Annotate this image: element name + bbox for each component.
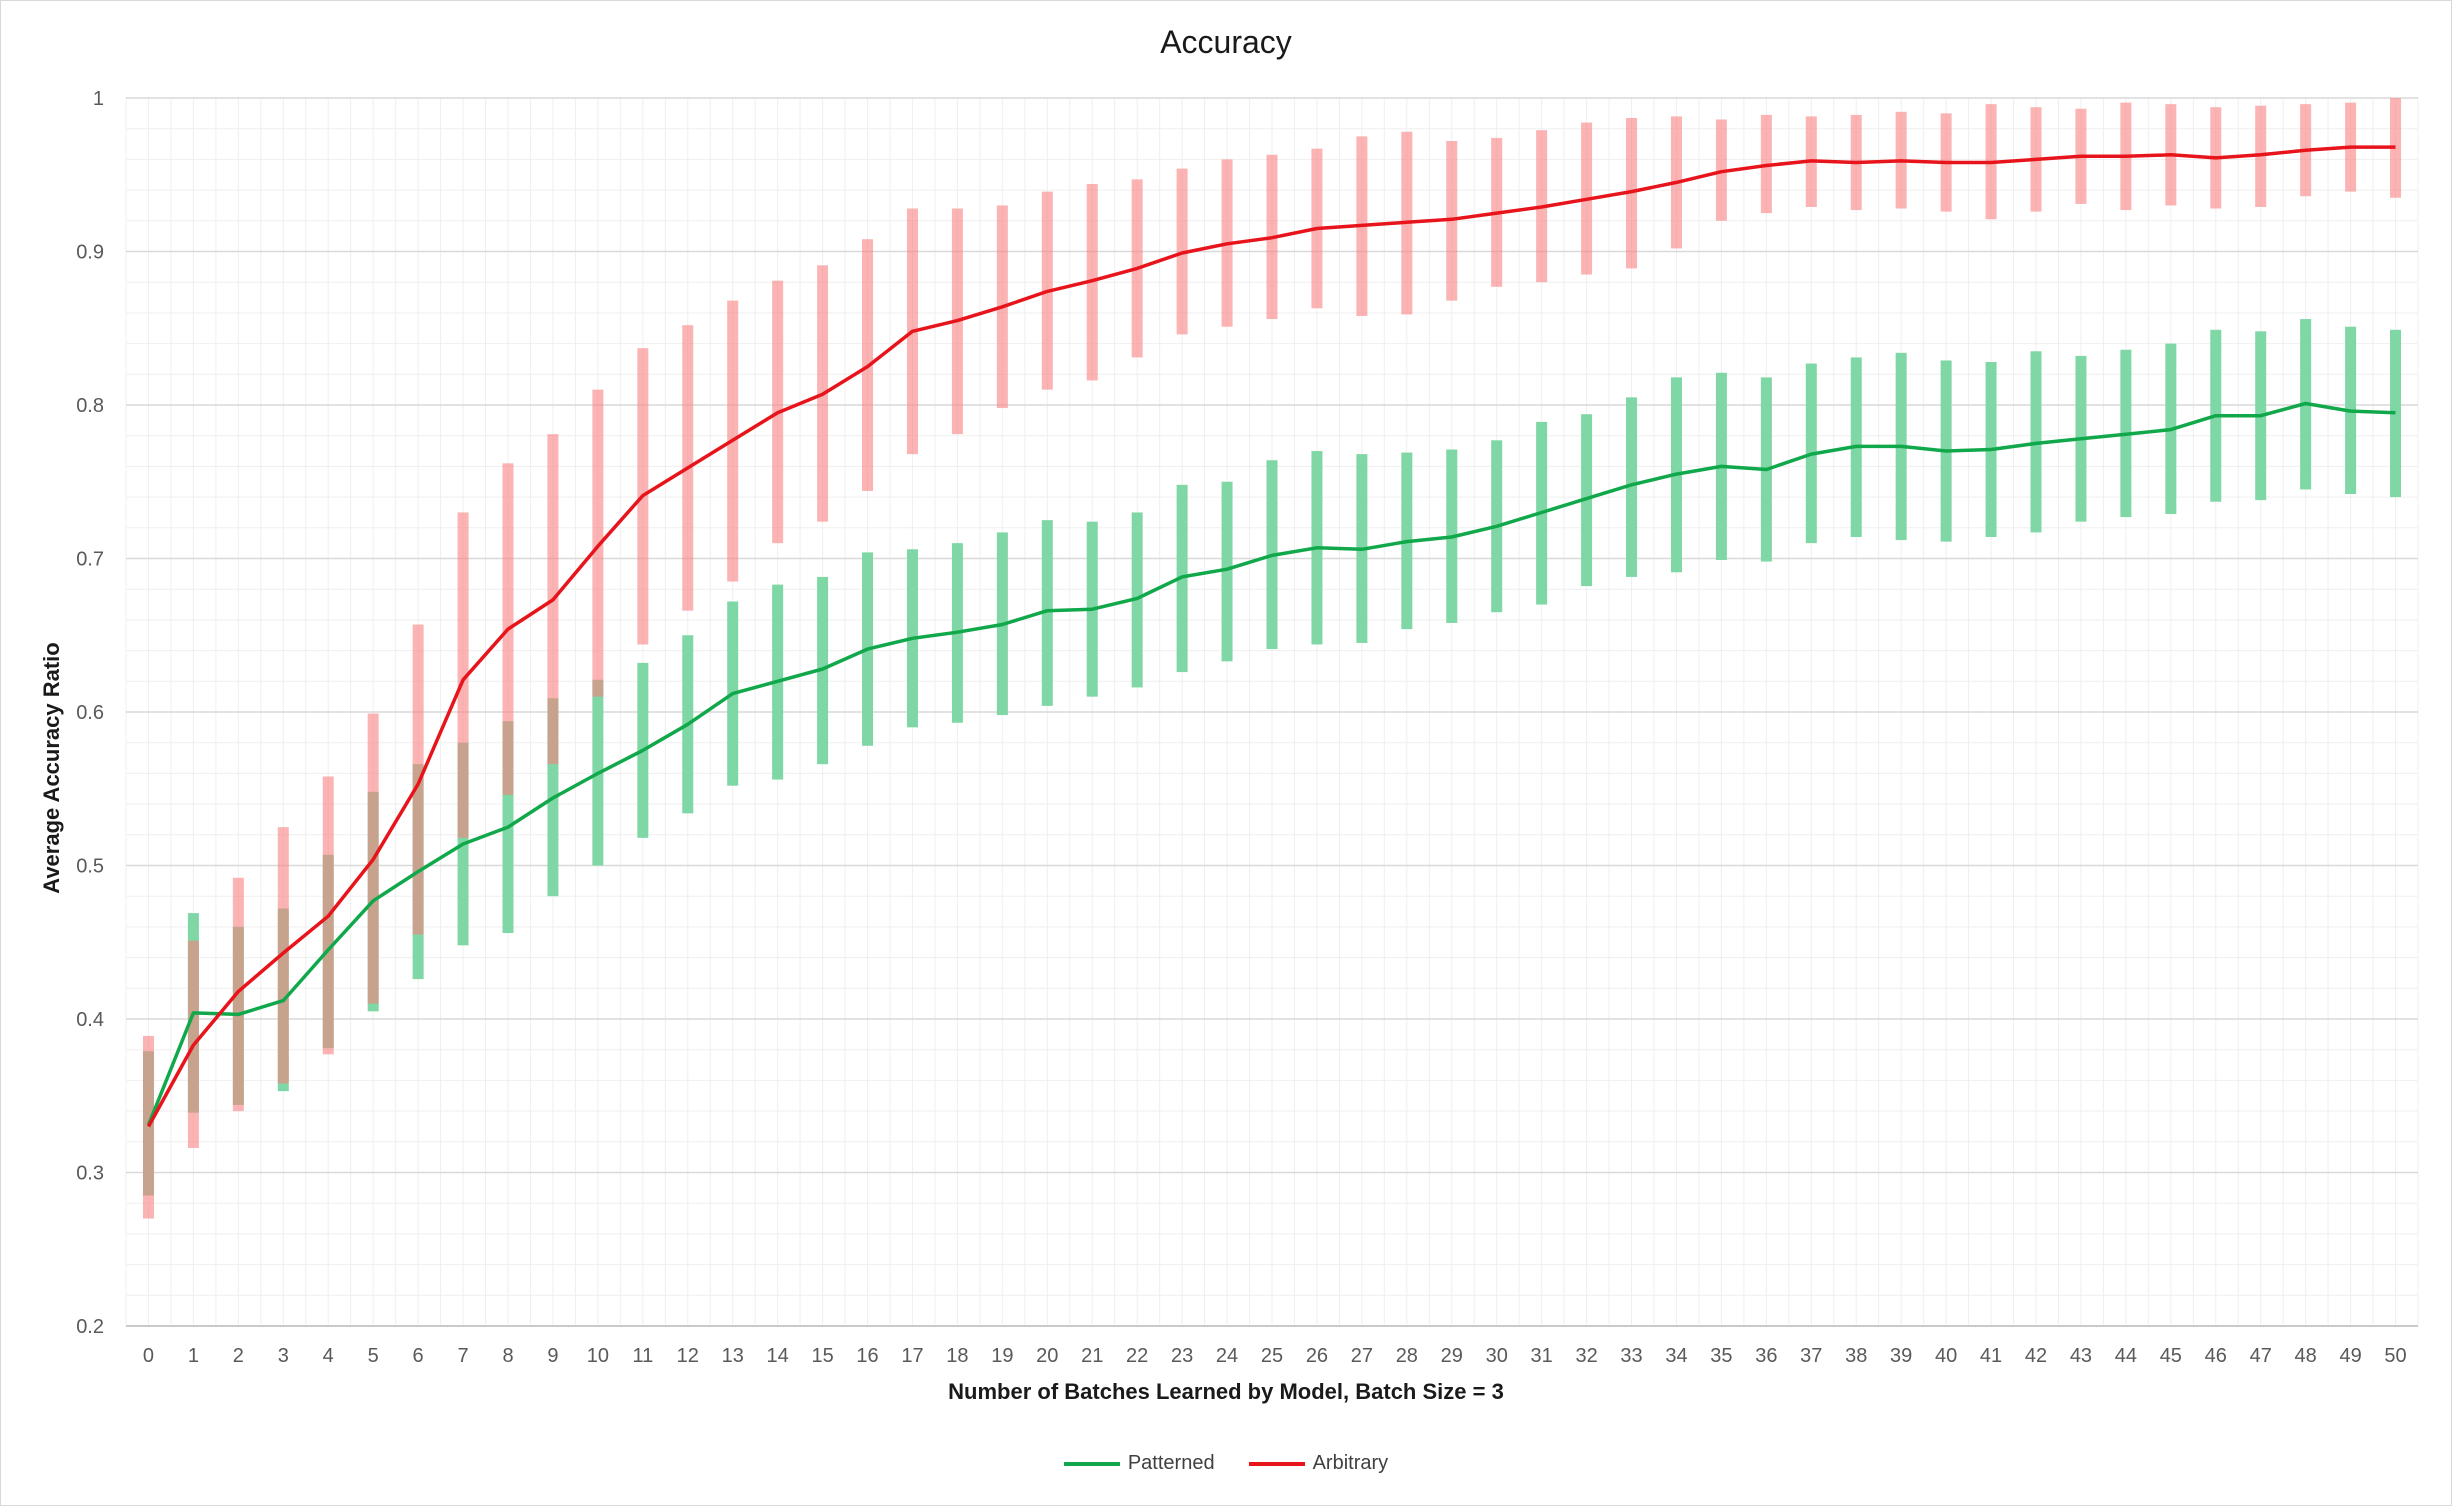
range-bar-arbitrary: [2390, 98, 2402, 198]
legend-item-arbitrary[interactable]: Arbitrary: [1248, 1452, 1389, 1475]
x-tick-label: 6: [413, 1345, 424, 1367]
y-tick-label: 0.7: [76, 549, 104, 571]
y-tick-label: 0.6: [76, 702, 104, 724]
x-tick-label: 47: [2250, 1345, 2272, 1367]
legend-label-patterned: Patterned: [1127, 1452, 1215, 1474]
x-tick-label: 14: [767, 1345, 789, 1367]
series-line-arbitrary: [146, 145, 2396, 1128]
range-bar-patterned: [1221, 481, 1233, 662]
x-tick-label: 16: [856, 1345, 878, 1367]
x-tick-label: 27: [1351, 1345, 1373, 1367]
range-bar-arbitrary: [412, 624, 424, 935]
legend-item-patterned[interactable]: Patterned: [1063, 1452, 1215, 1475]
x-tick-label: 37: [1800, 1345, 1822, 1367]
x-tick-label: 39: [1890, 1345, 1912, 1367]
x-tick-label: 30: [1486, 1345, 1508, 1367]
x-tick-label: 29: [1441, 1345, 1463, 1367]
x-tick-label: 28: [1396, 1345, 1418, 1367]
y-tick-label: 0.4: [76, 1009, 104, 1031]
series-line-patterned: [146, 401, 2396, 1126]
x-tick-label: 31: [1531, 1345, 1553, 1367]
x-tick-label: 13: [722, 1345, 744, 1367]
range-bar-arbitrary: [232, 877, 244, 1112]
x-axis-title: Number of Batches Learned by Model, Batc…: [948, 1379, 1504, 1404]
x-tick-label: 41: [1980, 1345, 2002, 1367]
x-tick-label: 11: [632, 1345, 653, 1367]
x-tick-label: 36: [1755, 1345, 1777, 1367]
y-tick-label: 0.2: [76, 1316, 104, 1338]
x-tick-label: 42: [2025, 1345, 2047, 1367]
x-tick-label: 43: [2070, 1345, 2092, 1367]
chart-title: Accuracy: [1160, 24, 1292, 60]
x-tick-label: 48: [2295, 1345, 2317, 1367]
x-tick-label: 44: [2115, 1345, 2137, 1367]
x-tick-label: 17: [901, 1345, 923, 1367]
x-tick-label: 50: [2384, 1345, 2406, 1367]
range-bar-arbitrary: [592, 389, 604, 697]
range-bar-patterned: [2390, 329, 2402, 498]
x-tick-label: 15: [811, 1345, 833, 1367]
x-tick-label: 33: [1620, 1345, 1642, 1367]
x-tick-labels: 0 1 2 3 4 5 6 7 8 9 10 11 12 13 14 15 16 17 18 19 20 21 22 23 24…: [143, 1345, 2407, 1367]
y-tick-labels: 0.2 0.3 0.4 0.5 0.6 0.7 0.8 0.9 1: [76, 88, 104, 1338]
x-tick-label: 32: [1575, 1345, 1597, 1367]
range-bar-arbitrary: [142, 1035, 154, 1219]
x-tick-label: 19: [991, 1345, 1013, 1367]
x-tick-label: 9: [547, 1345, 558, 1367]
legend: Patterned Arbitrary: [0, 1452, 2452, 1475]
x-tick-label: 1: [188, 1345, 199, 1367]
x-tick-label: 21: [1081, 1345, 1103, 1367]
x-tick-label: 4: [323, 1345, 334, 1367]
x-tick-label: 35: [1710, 1345, 1732, 1367]
x-tick-label: 23: [1171, 1345, 1193, 1367]
x-tick-label: 45: [2160, 1345, 2182, 1367]
series-lines: [146, 145, 2396, 1128]
x-tick-label: 38: [1845, 1345, 1867, 1367]
range-bar-patterned: [1041, 520, 1053, 706]
x-tick-label: 25: [1261, 1345, 1283, 1367]
legend-label-arbitrary: Arbitrary: [1312, 1452, 1389, 1474]
x-tick-label: 18: [946, 1345, 968, 1367]
range-bar-patterned: [1626, 397, 1638, 577]
x-tick-label: 22: [1126, 1345, 1148, 1367]
y-tick-label: 0.8: [76, 395, 104, 417]
x-tick-label: 8: [502, 1345, 513, 1367]
x-tick-label: 2: [233, 1345, 244, 1367]
y-tick-label: 0.5: [76, 856, 104, 878]
x-tick-label: 34: [1665, 1345, 1687, 1367]
x-tick-label: 3: [278, 1345, 289, 1367]
x-tick-label: 46: [2205, 1345, 2227, 1367]
y-tick-label: 1: [93, 88, 104, 110]
x-tick-label: 7: [457, 1345, 468, 1367]
x-tick-label: 0: [143, 1345, 154, 1367]
legend-swatch-arbitrary: [1248, 1461, 1305, 1466]
x-tick-label: 49: [2339, 1345, 2361, 1367]
x-tick-label: 26: [1306, 1345, 1328, 1367]
y-tick-label: 0.9: [76, 242, 104, 264]
x-tick-label: 24: [1216, 1345, 1238, 1367]
x-tick-label: 10: [587, 1345, 609, 1367]
x-tick-label: 40: [1935, 1345, 1957, 1367]
legend-swatch-patterned: [1063, 1461, 1120, 1466]
y-tick-label: 0.3: [76, 1163, 104, 1185]
x-tick-label: 12: [677, 1345, 699, 1367]
x-tick-label: 20: [1036, 1345, 1058, 1367]
x-tick-label: 5: [368, 1345, 379, 1367]
range-bar-arbitrary: [457, 512, 469, 838]
